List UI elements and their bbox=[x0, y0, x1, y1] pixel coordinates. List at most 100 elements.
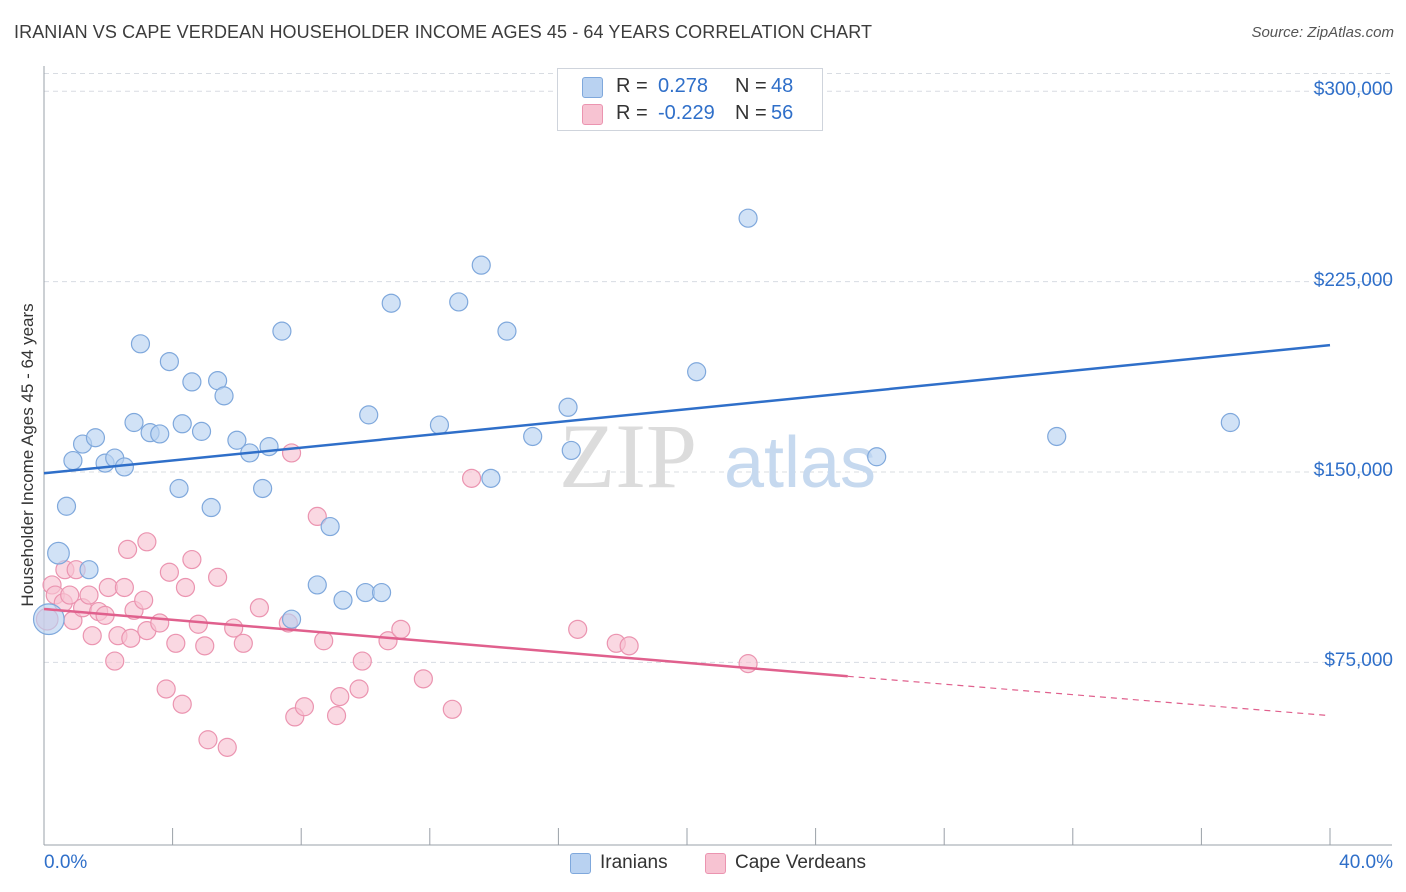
iranians-point bbox=[381, 293, 401, 313]
cape-verdeans-point bbox=[198, 730, 218, 750]
chart-title: IRANIAN VS CAPE VERDEAN HOUSEHOLDER INCO… bbox=[14, 22, 873, 42]
cape-verdeans-point bbox=[195, 636, 215, 656]
iranians-point bbox=[359, 405, 379, 425]
iranians-point bbox=[124, 412, 144, 433]
iranians-point bbox=[481, 468, 501, 488]
iranians-point bbox=[32, 603, 65, 636]
cape-verdeans-swatch bbox=[582, 104, 603, 125]
iranians-point bbox=[253, 478, 273, 499]
r-value: -0.229 bbox=[658, 102, 715, 124]
iranians-point bbox=[56, 496, 77, 516]
n-value: 48 bbox=[771, 75, 794, 97]
y-axis-label: Householder Income Ages 45 - 64 years bbox=[18, 303, 37, 607]
x-tick-label-max: 40.0% bbox=[1339, 852, 1393, 873]
r-label: R = bbox=[616, 102, 648, 124]
r-label: R = bbox=[616, 75, 648, 97]
source-label: Source: ZipAtlas.com bbox=[1251, 24, 1394, 41]
cape-verdeans-point bbox=[349, 679, 369, 699]
iranians-point bbox=[259, 437, 279, 457]
watermark: ZIP atlas bbox=[559, 405, 876, 507]
iranians-point bbox=[150, 424, 170, 444]
cape-verdeans-point bbox=[352, 651, 372, 671]
cape-verdeans-point bbox=[172, 694, 192, 714]
iranians-points bbox=[32, 208, 1240, 636]
cape-verdeans-point bbox=[294, 697, 315, 717]
y-tick-label: $150,000 bbox=[1313, 459, 1393, 481]
cape-verdeans-point bbox=[166, 633, 186, 653]
cape-verdeans-trend-line bbox=[43, 607, 848, 678]
iranians-point bbox=[561, 440, 581, 461]
iranians-point bbox=[471, 255, 491, 275]
cape-verdeans-point bbox=[159, 562, 179, 582]
iranians-point bbox=[169, 478, 189, 499]
cape-verdeans-point bbox=[208, 567, 228, 587]
iranians-point bbox=[355, 582, 376, 603]
iranians-point bbox=[63, 450, 83, 471]
iranians-point bbox=[281, 609, 302, 629]
iranians-point bbox=[191, 421, 212, 441]
cape-verdeans-point bbox=[217, 737, 237, 757]
correlation-legend: R = 0.278 N = 48 R = -0.229 N = 56 bbox=[557, 68, 823, 131]
cape-verdeans-point bbox=[442, 699, 462, 719]
iranians-point bbox=[1220, 412, 1240, 433]
iranians-point bbox=[214, 386, 234, 406]
cape-verdeans-point bbox=[82, 626, 102, 646]
iranians-point bbox=[449, 292, 469, 312]
cape-verdeans-point bbox=[619, 636, 639, 656]
iranians-point bbox=[85, 428, 106, 448]
y-tick-label: $75,000 bbox=[1324, 650, 1393, 672]
cape-verdeans-point bbox=[233, 633, 253, 653]
iranians-point bbox=[201, 497, 221, 518]
watermark-zip: ZIP bbox=[559, 405, 697, 507]
watermark-atlas: atlas bbox=[724, 423, 876, 503]
cape-verdeans-point bbox=[307, 506, 327, 527]
cape-verdeans-point bbox=[182, 549, 202, 570]
iranians-trend-line bbox=[43, 343, 1331, 475]
cape-verdeans-point bbox=[134, 590, 154, 610]
iranians-point bbox=[738, 208, 758, 228]
n-label: N = bbox=[735, 102, 767, 124]
cape-verdeans-point bbox=[156, 679, 176, 699]
iranians-point bbox=[172, 414, 192, 434]
trend-lines bbox=[43, 343, 1331, 717]
cape-verdeans-point bbox=[188, 614, 208, 634]
n-value: 56 bbox=[771, 102, 794, 124]
iranians-point bbox=[687, 362, 707, 382]
cape-verdeans-points bbox=[35, 443, 758, 757]
cape-verdeans-point bbox=[79, 585, 99, 605]
cape-verdeans-point bbox=[121, 628, 141, 648]
iranians-point bbox=[867, 447, 887, 467]
cape-verdeans-point bbox=[137, 532, 157, 552]
iranians-legend-label: Iranians bbox=[600, 852, 668, 873]
cape-verdeans-point bbox=[117, 539, 138, 560]
iranians-point bbox=[333, 590, 353, 610]
cape-verdeans-point bbox=[738, 654, 758, 674]
cape-verdeans-point bbox=[330, 687, 350, 707]
cape-verdeans-point bbox=[249, 598, 270, 618]
cape-verdeans-point bbox=[461, 468, 482, 488]
cape-verdeans-point bbox=[60, 585, 80, 605]
iranians-point bbox=[429, 415, 450, 435]
cape-verdeans-point bbox=[413, 669, 433, 689]
iranians-point bbox=[497, 321, 517, 341]
iranians-point bbox=[272, 321, 292, 341]
cape-verdeans-point bbox=[105, 651, 125, 671]
iranians-point bbox=[130, 334, 151, 354]
iranians-swatch bbox=[582, 77, 603, 98]
y-tick-label: $225,000 bbox=[1313, 269, 1393, 291]
cape-verdeans-legend-label: Cape Verdeans bbox=[735, 852, 866, 873]
iranians-point bbox=[1047, 426, 1067, 447]
y-tick-label: $300,000 bbox=[1313, 79, 1393, 101]
cape-verdeans-point bbox=[114, 577, 134, 598]
x-axis bbox=[43, 66, 1392, 846]
iranians-point bbox=[182, 372, 202, 392]
cape-verdeans-point bbox=[568, 619, 588, 639]
cape-verdeans-point bbox=[391, 619, 411, 639]
iranians-point bbox=[227, 430, 247, 450]
iranians-point bbox=[523, 426, 543, 447]
iranians-point bbox=[558, 397, 578, 417]
cape-verdeans-trend-extension bbox=[847, 675, 1331, 717]
r-value: 0.278 bbox=[658, 75, 709, 97]
cape-verdeans-point bbox=[314, 631, 334, 651]
